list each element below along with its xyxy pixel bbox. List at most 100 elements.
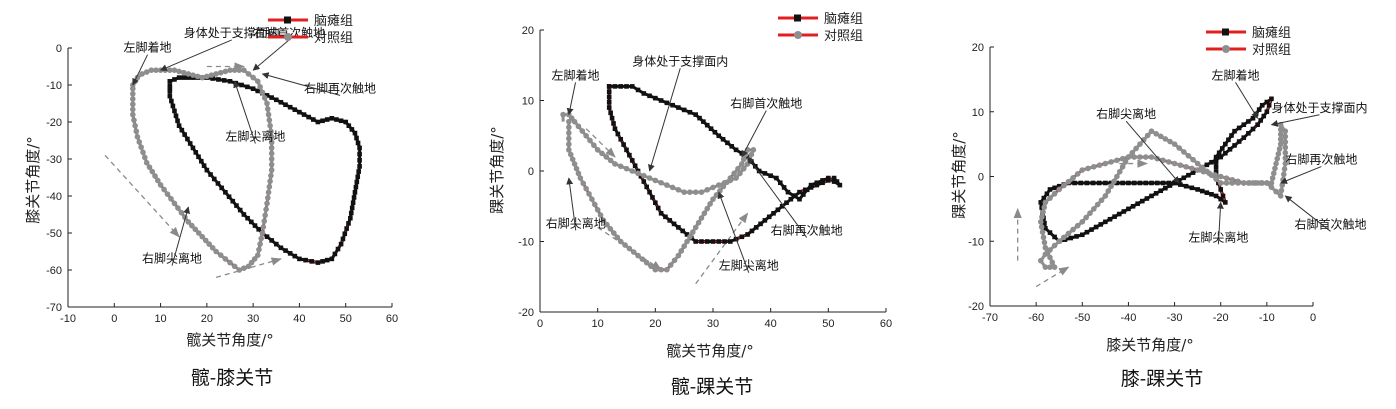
data-point-ctrl bbox=[604, 221, 610, 228]
data-point-ctrl bbox=[1223, 175, 1230, 181]
data-point-cp bbox=[777, 180, 783, 186]
data-point-ctrl bbox=[1098, 197, 1105, 204]
plot-area-hip-ankle: 0 10 20 30 40 50 60 20 10 0 -10 -20 左脚着地 身体处于支撑面内右脚首次… bbox=[518, 11, 892, 330]
data-point-ctrl bbox=[658, 266, 664, 273]
x-tick-label: 50 bbox=[340, 313, 352, 325]
data-point-ctrl bbox=[1114, 173, 1120, 180]
data-point-ctrl bbox=[1129, 149, 1136, 156]
data-point-cp bbox=[687, 109, 693, 115]
data-point-cp bbox=[176, 123, 182, 128]
data-point-ctrl bbox=[1042, 251, 1049, 257]
data-point-cp bbox=[716, 133, 722, 139]
data-point-ctrl bbox=[1108, 159, 1114, 165]
data-point-cp bbox=[255, 88, 261, 94]
data-point-cp bbox=[720, 136, 726, 142]
data-point-cp bbox=[250, 86, 256, 91]
y-tick-label: 0 bbox=[978, 172, 984, 184]
data-point-cp bbox=[329, 256, 335, 262]
data-point-ctrl bbox=[257, 241, 263, 247]
data-point-ctrl bbox=[136, 139, 143, 145]
data-point-ctrl bbox=[587, 137, 593, 144]
data-point-ctrl bbox=[153, 67, 159, 73]
data-point-cp bbox=[1172, 180, 1177, 186]
data-point-ctrl bbox=[1199, 164, 1206, 171]
data-point-ctrl bbox=[617, 163, 624, 170]
data-point-cp bbox=[1098, 222, 1104, 227]
data-point-cp bbox=[1166, 180, 1172, 186]
data-point-ctrl bbox=[1039, 229, 1046, 235]
data-point-cp bbox=[831, 179, 837, 184]
data-point-cp bbox=[350, 200, 356, 205]
data-point-cp bbox=[352, 130, 358, 136]
data-point-ctrl bbox=[591, 142, 597, 148]
x-tick-label: -10 bbox=[1259, 312, 1275, 324]
data-point-cp bbox=[834, 179, 840, 184]
data-point-ctrl bbox=[1190, 156, 1196, 163]
data-point-ctrl bbox=[1061, 234, 1067, 241]
data-point-cp bbox=[167, 88, 173, 94]
data-point-cp bbox=[1189, 185, 1195, 191]
data-point-ctrl bbox=[567, 151, 574, 158]
data-point-ctrl bbox=[1223, 180, 1230, 186]
x-tick-label: -20 bbox=[1213, 312, 1229, 324]
data-point-cp bbox=[1218, 196, 1224, 202]
annotation-arrow bbox=[171, 206, 191, 266]
data-point-cp bbox=[655, 205, 661, 211]
data-point-cp bbox=[269, 238, 274, 243]
data-point-ctrl bbox=[639, 256, 646, 262]
data-point-ctrl bbox=[1083, 214, 1089, 221]
data-point-cp bbox=[1209, 192, 1214, 197]
data-point-cp bbox=[1269, 96, 1274, 102]
data-point-cp bbox=[1209, 159, 1214, 165]
data-point-ctrl bbox=[260, 224, 267, 230]
data-point-ctrl bbox=[208, 72, 215, 78]
data-point-cp bbox=[357, 157, 362, 163]
data-point-ctrl bbox=[1041, 239, 1048, 246]
data-point-ctrl bbox=[254, 78, 261, 85]
data-point-ctrl bbox=[139, 71, 145, 77]
data-point-ctrl bbox=[704, 187, 711, 193]
data-point-cp bbox=[1258, 118, 1264, 123]
annotation-arrow bbox=[261, 72, 341, 96]
data-point-cp bbox=[357, 151, 362, 157]
data-point-cp bbox=[1074, 234, 1079, 239]
data-point-ctrl bbox=[1282, 133, 1289, 140]
data-point-ctrl bbox=[681, 243, 687, 249]
data-point-cp bbox=[606, 99, 612, 105]
data-point-ctrl bbox=[1274, 155, 1281, 162]
data-point-ctrl bbox=[1279, 182, 1286, 188]
data-point-ctrl bbox=[171, 200, 178, 207]
data-point-ctrl bbox=[733, 175, 739, 181]
data-point-cp bbox=[357, 145, 362, 151]
data-point-ctrl bbox=[176, 68, 182, 75]
annotation-label: 左脚尖离地 bbox=[719, 258, 779, 273]
data-point-cp bbox=[653, 200, 658, 206]
data-point-cp bbox=[1227, 147, 1233, 152]
data-point-cp bbox=[219, 185, 224, 191]
series-dash-overlay-cp bbox=[1197, 96, 1274, 203]
data-point-ctrl bbox=[1102, 160, 1109, 167]
data-point-ctrl bbox=[571, 161, 578, 167]
data-point-cp bbox=[758, 221, 763, 227]
data-point-cp bbox=[241, 212, 247, 217]
legend-label-ctrl: 对照组 bbox=[1252, 43, 1291, 58]
data-point-cp bbox=[784, 200, 789, 206]
data-point-ctrl bbox=[1154, 155, 1161, 162]
data-point-cp bbox=[287, 251, 293, 256]
data-point-ctrl bbox=[704, 205, 711, 212]
figure-caption: 髋-膝关节 bbox=[191, 367, 273, 389]
data-point-ctrl bbox=[1268, 184, 1275, 191]
annotation-label: 身体处于支撑面内 bbox=[184, 25, 280, 40]
x-tick-label: -30 bbox=[1167, 312, 1183, 324]
annotation-arrow bbox=[1216, 201, 1224, 245]
data-point-ctrl bbox=[1148, 128, 1155, 134]
data-point-cp bbox=[1112, 214, 1117, 219]
data-point-ctrl bbox=[1037, 257, 1044, 264]
data-point-cp bbox=[820, 178, 825, 183]
data-point-cp bbox=[201, 163, 207, 168]
data-point-ctrl bbox=[1269, 175, 1276, 181]
data-point-ctrl bbox=[607, 226, 614, 232]
data-point-cp bbox=[172, 77, 177, 82]
data-point-cp bbox=[609, 115, 615, 121]
data-point-ctrl bbox=[266, 183, 273, 190]
